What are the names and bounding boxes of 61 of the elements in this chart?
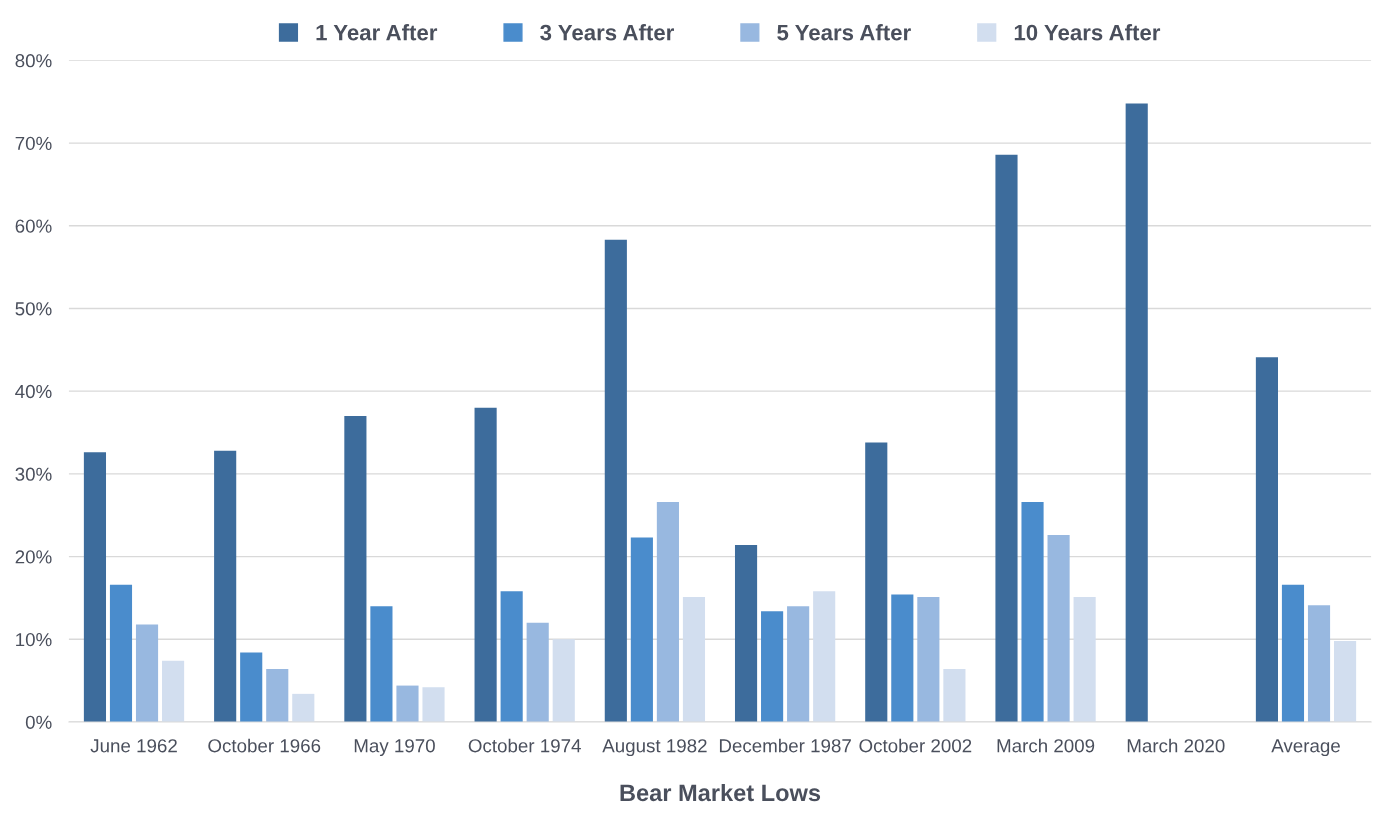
- bar: [1125, 103, 1148, 722]
- bar: [891, 594, 914, 722]
- x-tick-label: March 2009: [997, 738, 1095, 753]
- bar: [396, 685, 419, 722]
- bar: [1047, 535, 1070, 722]
- x-tick-label: August 1982: [602, 739, 707, 757]
- y-tick-label: 50%: [15, 302, 52, 316]
- bar: [422, 687, 445, 722]
- bar: [787, 606, 810, 722]
- y-tick-label: 0%: [25, 715, 52, 729]
- bar: [1334, 640, 1357, 722]
- x-tick-label: December 1987: [719, 738, 851, 753]
- bar: [552, 639, 575, 722]
- x-axis-title: Bear Market Lows: [620, 783, 821, 802]
- x-tick-label: October 1966: [208, 738, 321, 753]
- bar: [344, 415, 367, 722]
- bar: [1281, 584, 1305, 722]
- bar: [214, 450, 237, 722]
- bar: [630, 537, 653, 722]
- bar: [604, 239, 627, 722]
- bar: [135, 624, 159, 722]
- bar: [734, 544, 758, 722]
- bar: [943, 669, 966, 722]
- x-tick-label: June 1962: [90, 739, 177, 753]
- bar: [474, 407, 497, 722]
- bar: [865, 442, 888, 722]
- legend-label: 10 Years After: [1014, 24, 1161, 41]
- bar: [370, 606, 393, 722]
- y-tick-label: 10%: [16, 632, 52, 647]
- bar: [1307, 605, 1331, 722]
- bar: [995, 154, 1018, 722]
- y-tick-label: 60%: [15, 219, 52, 233]
- bar: [162, 660, 185, 722]
- y-tick-label: 80%: [15, 54, 52, 68]
- legend-label: 5 Years After: [777, 24, 911, 41]
- y-tick-label: 20%: [15, 550, 52, 564]
- legend-label: 3 Years After: [540, 24, 674, 41]
- y-tick-label: 70%: [15, 136, 52, 151]
- x-tick-label: October 2002: [859, 738, 972, 753]
- bar: [83, 452, 107, 722]
- legend-label: 1 Year After: [316, 24, 438, 41]
- bar: [266, 669, 289, 722]
- bar: [656, 501, 679, 722]
- bar: [500, 591, 523, 722]
- x-tick-label: October 1974: [468, 738, 581, 753]
- bar: [1073, 597, 1096, 722]
- y-tick-label: 30%: [15, 467, 52, 481]
- bar: [813, 591, 836, 722]
- bar: [240, 652, 263, 722]
- x-tick-label: May 1970: [354, 739, 435, 757]
- bar: [682, 597, 706, 722]
- bar: [1255, 357, 1278, 722]
- bar: [1021, 501, 1044, 722]
- bar: [109, 584, 133, 722]
- bar: [292, 693, 315, 722]
- bar: [917, 597, 940, 722]
- bar: [526, 622, 549, 722]
- x-tick-label: Average: [1271, 739, 1340, 757]
- x-tick-label: March 2020: [1127, 738, 1225, 753]
- bar: [761, 611, 784, 722]
- y-tick-label: 40%: [15, 384, 52, 399]
